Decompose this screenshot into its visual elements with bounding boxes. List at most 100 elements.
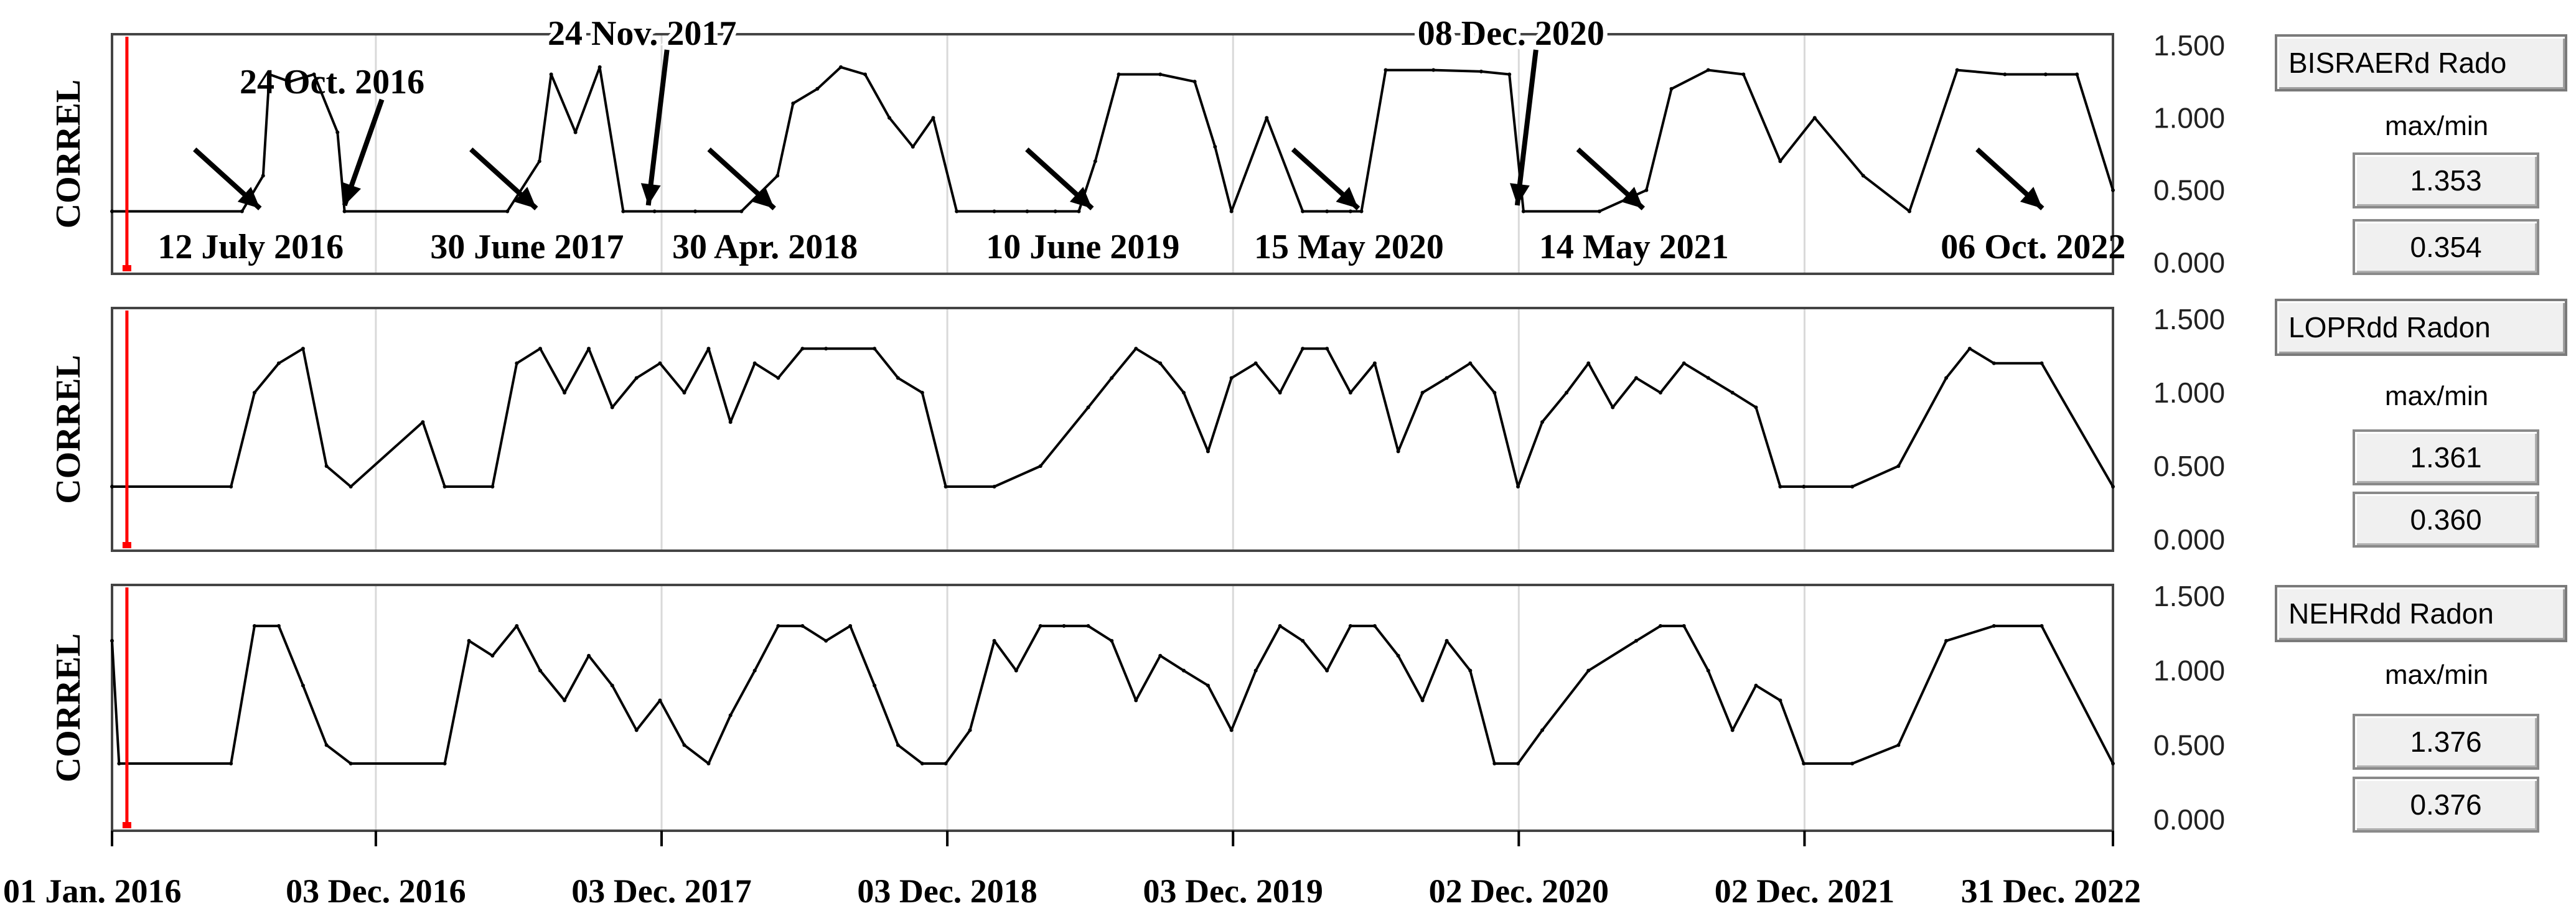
data-point [1134, 698, 1138, 703]
data-point [1611, 405, 1615, 409]
data-point [791, 101, 795, 106]
date-annotation: 06 Oct. 2022 [1941, 228, 2125, 266]
data-point [515, 624, 519, 628]
data-point [752, 361, 757, 365]
x-tick-label: 31 Dec. 2022 [1961, 872, 2141, 910]
data-point [955, 209, 959, 213]
annotation-arrow [645, 49, 670, 206]
x-tick-label: 02 Dec. 2021 [1715, 872, 1895, 910]
data-point [1192, 80, 1197, 84]
min-value-field-1[interactable]: 0.354 [2353, 219, 2539, 275]
annotation-arrowhead [1336, 187, 1359, 208]
annotation-arrowhead [1069, 187, 1092, 208]
data-point [1967, 347, 1972, 351]
data-point [610, 405, 614, 409]
date-annotation: 12 July 2016 [157, 228, 344, 266]
data-point [1445, 638, 1449, 643]
data-point [706, 762, 711, 766]
y-tick-label: 1.500 [2153, 29, 2225, 62]
plot-frame-2 [111, 307, 2114, 552]
date-annotation: 24 Oct. 2016 [240, 63, 424, 101]
time-cursor-handle [122, 265, 131, 271]
station-name-field-2[interactable]: LOPRdd Radon [2275, 299, 2567, 356]
station-name-field-1[interactable]: BISRAERd Rado [2275, 34, 2567, 91]
y-tick-label: 0.000 [2153, 803, 2225, 836]
annotation-arrowhead [513, 187, 536, 208]
max-value-field-1[interactable]: 1.353 [2353, 152, 2539, 208]
data-point [1348, 624, 1352, 628]
data-point [1658, 624, 1662, 628]
data-point [229, 762, 233, 766]
data-point [706, 347, 711, 351]
data-point [505, 209, 510, 213]
data-point [1634, 376, 1638, 380]
data-point [587, 347, 591, 351]
annotation-arrowhead [342, 182, 361, 205]
data-point [1445, 376, 1449, 380]
data-point [1669, 86, 1674, 91]
data-point [1384, 68, 1388, 72]
data-point [1229, 209, 1234, 213]
x-tick-label: 01 Jan. 2016 [3, 872, 182, 910]
max-min-label-2: max/min [2384, 381, 2489, 411]
data-point [1431, 68, 1436, 72]
data-point [1741, 72, 1746, 77]
data-point [2075, 72, 2079, 77]
data-point [1025, 209, 1029, 213]
min-value-field-3[interactable]: 0.376 [2353, 777, 2539, 833]
data-point [1359, 209, 1364, 213]
data-point [848, 624, 853, 628]
data-point [2111, 485, 2115, 489]
data-point [1181, 668, 1186, 673]
data-point [824, 347, 828, 351]
data-point [693, 209, 698, 213]
max-value-field-2[interactable]: 1.361 [2353, 429, 2539, 485]
y-axis-label: CORREL [49, 633, 88, 783]
date-annotation: 08 Dec. 2020 [1418, 14, 1604, 53]
data-point [1565, 391, 1569, 395]
data-point [1521, 209, 1525, 213]
data-point [1396, 653, 1400, 658]
data-point [1348, 391, 1352, 395]
data-point [537, 159, 541, 164]
data-point [1802, 762, 1806, 766]
data-point [1265, 116, 1269, 120]
data-point [1658, 391, 1662, 395]
annotation-arrowhead [1621, 187, 1644, 208]
data-point [252, 391, 256, 395]
data-point [2111, 762, 2115, 766]
data-point [682, 743, 686, 747]
data-point [658, 361, 662, 365]
data-point [1086, 624, 1090, 628]
data-point [1944, 376, 1949, 380]
series-line-3 [111, 624, 2114, 765]
data-point [490, 485, 495, 489]
data-point [1861, 174, 1865, 178]
y-axis-label: CORREL [49, 80, 88, 229]
data-point [824, 638, 828, 643]
data-point [1479, 69, 1483, 73]
data-point [800, 347, 805, 351]
data-point [944, 762, 948, 766]
data-point [1507, 72, 1512, 77]
y-tick-label: 0.000 [2153, 523, 2225, 556]
data-point [839, 65, 843, 69]
data-point [1706, 68, 1710, 72]
series-line-2 [112, 347, 2114, 488]
x-tick-label: 03 Dec. 2016 [286, 872, 466, 910]
data-point [276, 361, 281, 365]
max-value-field-3[interactable]: 1.376 [2353, 714, 2539, 770]
annotation-arrowhead [2020, 187, 2043, 208]
data-point [587, 653, 591, 658]
data-point [1093, 159, 1097, 164]
data-point [443, 762, 447, 766]
data-point [1301, 209, 1305, 213]
data-point [776, 376, 780, 380]
data-point [538, 668, 543, 673]
annotation-arrowhead [1510, 183, 1530, 205]
data-point [267, 72, 271, 77]
data-point [652, 209, 657, 213]
y-tick-label: 0.500 [2153, 729, 2225, 761]
station-name-field-3[interactable]: NEHRdd Radon [2275, 585, 2567, 642]
min-value-field-2[interactable]: 0.360 [2353, 492, 2539, 548]
